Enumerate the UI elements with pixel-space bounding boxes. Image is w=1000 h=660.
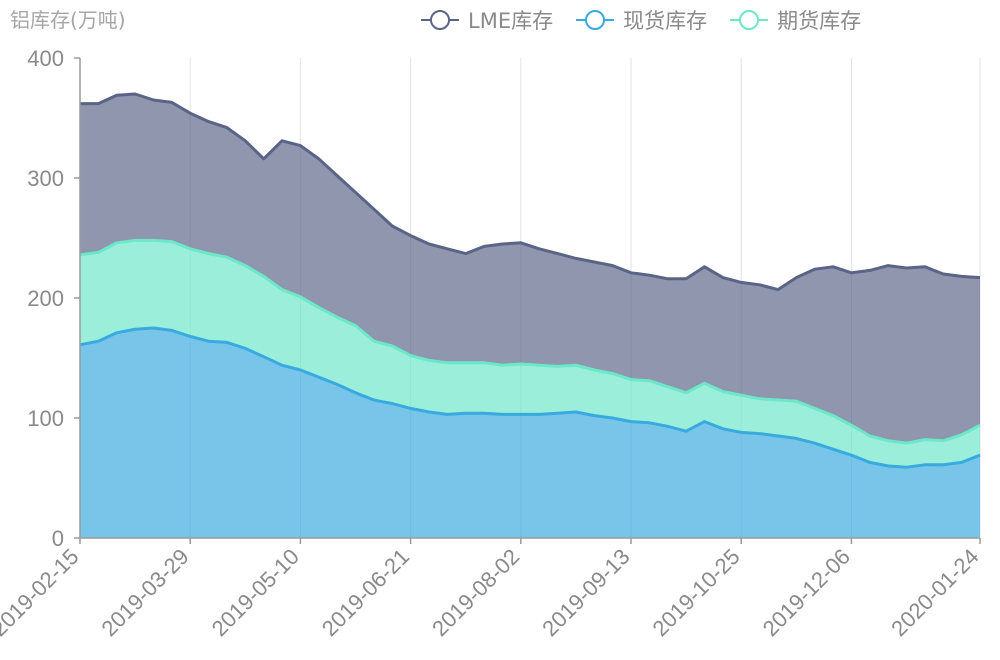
y-tick-label: 200 [27, 286, 64, 311]
x-tick-label: 2019-08-02 [427, 544, 524, 641]
x-tick-label: 2019-10-25 [647, 544, 744, 641]
area-2 [80, 94, 980, 444]
x-tick-label: 2019-02-15 [0, 544, 84, 641]
legend: LME库存 现货库存 期货库存 [420, 5, 861, 35]
y-tick-label: 0 [52, 526, 64, 551]
legend-swatch-spot [576, 10, 615, 30]
x-tick-label: 2020-01-24 [886, 544, 983, 641]
legend-item-spot[interactable]: 现货库存 [575, 5, 707, 35]
x-tick-label: 2019-12-06 [758, 544, 855, 641]
y-tick-label: 400 [27, 46, 64, 71]
legend-swatch-lme [421, 10, 459, 30]
legend-label-spot: 现货库存 [623, 9, 708, 33]
area-1 [80, 240, 980, 468]
series-line-1 [79, 238, 981, 445]
x-tick-label: 2019-05-10 [207, 544, 304, 641]
legend-swatch-futures [730, 10, 769, 30]
area-0 [80, 328, 980, 538]
y-axis-title: 铝库存(万吨) [10, 8, 126, 32]
series-lines-group [79, 92, 981, 469]
x-tick-label: 2019-03-29 [96, 544, 193, 641]
area-series-group [80, 94, 980, 538]
legend-label-lme: LME库存 [468, 9, 554, 33]
series-line-2 [80, 92, 981, 292]
legend-item-futures[interactable]: 期货库存 [729, 5, 861, 35]
series-line-0 [79, 326, 981, 469]
x-tick-label: 2019-09-13 [537, 544, 634, 641]
y-tick-label: 300 [27, 166, 64, 191]
y-tick-label: 100 [27, 406, 64, 431]
x-tick-label: 2019-06-21 [317, 544, 414, 641]
legend-item-lme[interactable]: LME库存 [420, 5, 553, 35]
legend-label-futures: 期货库存 [777, 9, 862, 33]
